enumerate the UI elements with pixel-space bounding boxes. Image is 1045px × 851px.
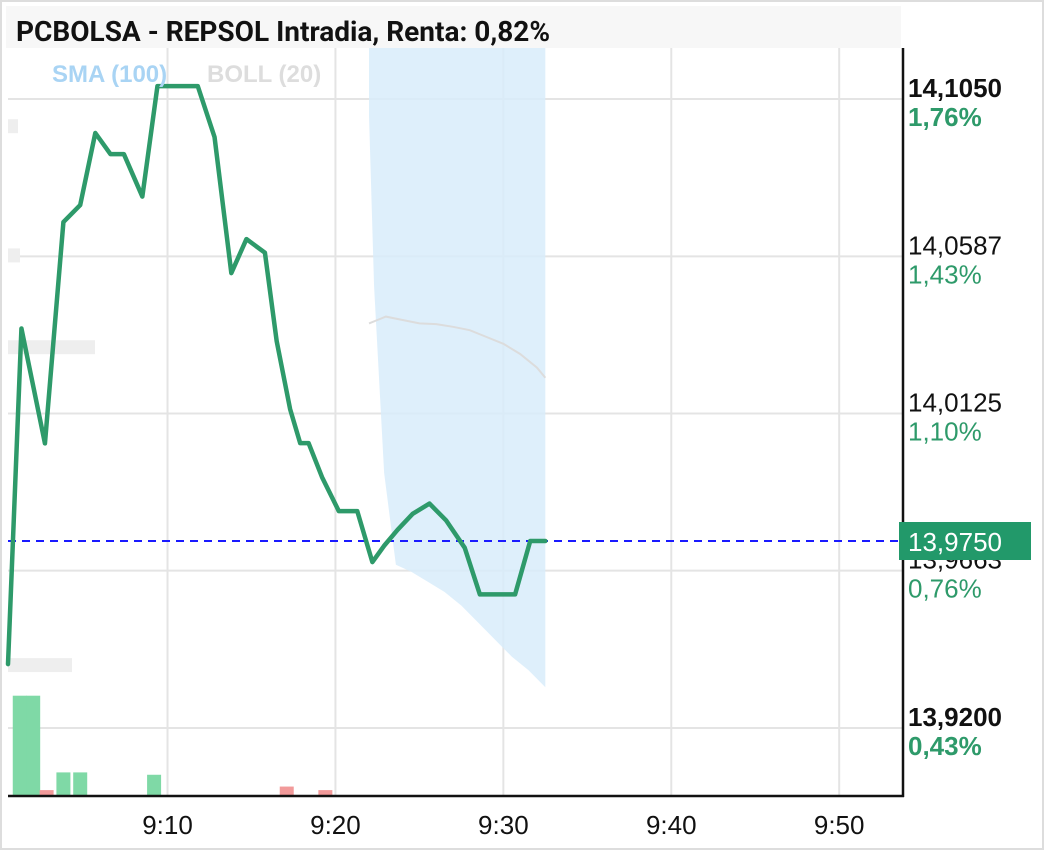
sma-line [368, 315, 547, 379]
x-tick-label: 9:50 [814, 810, 865, 840]
volume-bar [39, 790, 54, 796]
chart-title: PCBOLSA - REPSOL Intradia, Renta: 0,82% [16, 15, 551, 48]
volume-bar [26, 695, 41, 796]
x-tick-label: 9:20 [310, 810, 361, 840]
y-tick-percent-label: 1,76% [908, 102, 982, 132]
chart-title-bar: PCBOLSA - REPSOL Intradia, Renta: 0,82% [6, 6, 901, 48]
y-tick-percent-label: 0,76% [908, 574, 982, 604]
x-tick-label: 9:40 [646, 810, 697, 840]
volume-bar [279, 786, 294, 796]
volume-bars [12, 695, 333, 796]
volume-bar [147, 774, 162, 796]
volume-bar [12, 695, 27, 796]
depth-marker [8, 248, 20, 263]
y-tick-percent-label: 0,43% [908, 731, 982, 761]
volume-bar [318, 790, 333, 796]
bollinger-band-area [369, 48, 546, 688]
x-tick-label: 9:30 [478, 810, 529, 840]
depth-marker [8, 119, 18, 134]
y-tick-percent-label: 1,10% [908, 417, 982, 447]
sma-legend-label: SMA (100) [52, 61, 167, 88]
y-tick-price-label: 14,0587 [908, 230, 1002, 260]
y-tick-price-label: 14,0125 [908, 388, 1002, 418]
y-tick-price-label: 14,1050 [908, 73, 1002, 103]
last-price-tag [899, 522, 1031, 560]
volume-bar [56, 772, 71, 796]
x-tick-label: 9:10 [142, 810, 193, 840]
boll-legend-label: BOLL (20) [207, 61, 321, 88]
depth-marker [8, 658, 72, 673]
y-tick-price-label: 13,9200 [908, 702, 1002, 732]
last-price-label: 13,9750 [908, 527, 1002, 557]
y-tick-percent-label: 1,43% [908, 259, 982, 289]
price-line [5, 83, 548, 667]
volume-bar [73, 772, 88, 796]
